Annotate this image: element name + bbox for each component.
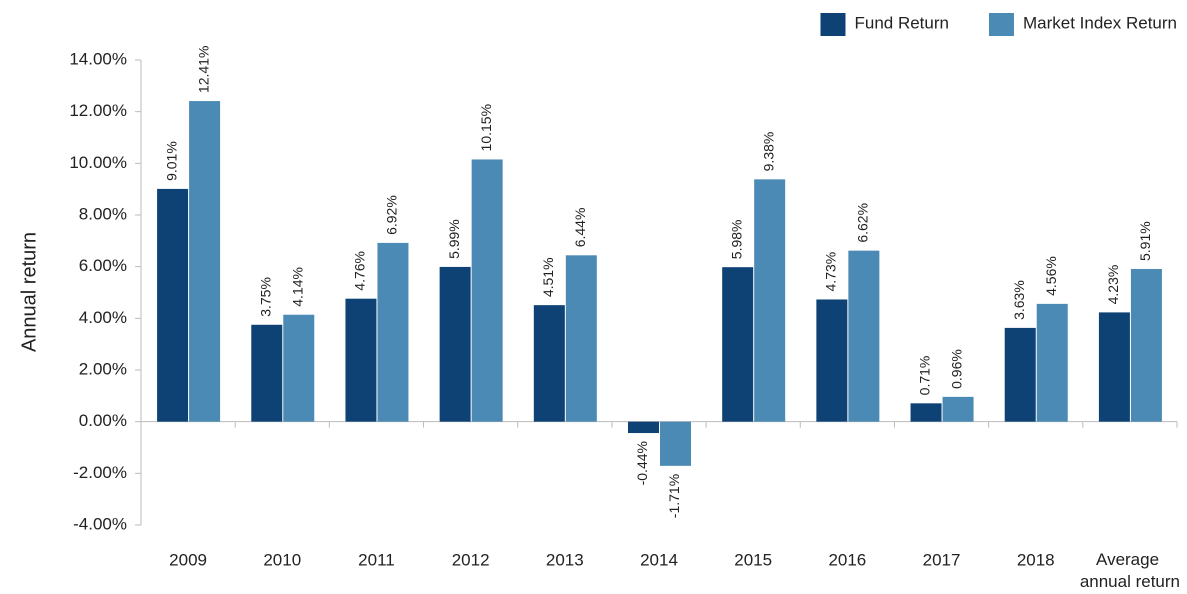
data-label: 4.14%: [289, 267, 305, 307]
y-tick-label: 12.00%: [69, 101, 127, 120]
data-label: 12.41%: [195, 46, 211, 93]
data-label: 6.44%: [572, 208, 588, 248]
legend-label: Market Index Return: [1023, 13, 1177, 32]
y-tick-label: 4.00%: [79, 308, 127, 327]
bar: [439, 266, 471, 422]
bar: [1098, 312, 1130, 422]
data-label: 9.38%: [760, 132, 776, 172]
x-tick-label: 2015: [734, 550, 772, 569]
bar: [533, 305, 565, 422]
legend-swatch: [820, 13, 846, 36]
x-tick-label: 2010: [263, 550, 301, 569]
y-tick-label: -2.00%: [73, 463, 127, 482]
y-tick-label: 8.00%: [79, 204, 127, 223]
data-label: 5.91%: [1137, 221, 1153, 261]
data-label: 4.73%: [823, 252, 839, 292]
data-label: 3.75%: [257, 277, 273, 317]
data-label: 5.98%: [728, 219, 744, 259]
bar: [565, 255, 597, 422]
bar: [754, 179, 786, 422]
bar: [189, 101, 221, 422]
x-tick-label: 2014: [640, 550, 678, 569]
y-tick-label: 14.00%: [69, 49, 127, 68]
data-label: -0.44%: [634, 441, 650, 485]
data-label: 0.71%: [917, 356, 933, 396]
legend-swatch: [988, 13, 1014, 36]
bar: [910, 403, 942, 422]
bar: [1004, 327, 1036, 422]
y-tick-label: 0.00%: [79, 411, 127, 430]
bar: [251, 324, 283, 422]
y-tick-label: 10.00%: [69, 153, 127, 172]
bar: [377, 242, 409, 422]
data-label: 4.56%: [1043, 256, 1059, 296]
bar: [345, 298, 377, 422]
bar: [816, 299, 848, 422]
bar: [1130, 268, 1162, 422]
bar: [283, 314, 315, 422]
x-tick-label: Average annual return: [1080, 550, 1180, 591]
legend-label: Fund Return: [854, 13, 949, 32]
x-tick-label: 2013: [546, 550, 584, 569]
bar: [471, 159, 503, 422]
data-label: 4.51%: [540, 257, 556, 297]
bar: [157, 188, 189, 422]
bar: [722, 267, 754, 422]
data-label: 10.15%: [478, 104, 494, 151]
x-tick-label: 2016: [828, 550, 866, 569]
data-label: 6.62%: [855, 203, 871, 243]
data-label: 4.23%: [1105, 265, 1121, 305]
bar: [942, 396, 974, 422]
y-tick-label: 6.00%: [79, 256, 127, 275]
x-tick-label: 2009: [169, 550, 207, 569]
bar: [848, 250, 880, 422]
legend: Market Index Return Fund Return: [820, 13, 1177, 36]
bar: [628, 421, 659, 434]
data-label: 3.63%: [1011, 280, 1027, 320]
bar: [1036, 303, 1068, 422]
y-tick-label: 2.00%: [79, 359, 127, 378]
data-label: 6.92%: [384, 195, 400, 235]
y-tick-label: -4.00%: [73, 514, 127, 533]
x-tick-label: 2017: [923, 550, 961, 569]
bar: [660, 421, 691, 466]
data-label: 0.96%: [949, 349, 965, 389]
data-label: 9.01%: [163, 141, 179, 181]
x-tick-label: 2018: [1017, 550, 1055, 569]
data-label: 5.99%: [446, 219, 462, 259]
data-label: 4.76%: [352, 251, 368, 291]
y-axis-label: Annual return: [18, 232, 40, 352]
x-tick-label: 2012: [452, 550, 490, 569]
data-label: -1.71%: [666, 474, 682, 518]
x-tick-label: 2011: [358, 550, 395, 569]
